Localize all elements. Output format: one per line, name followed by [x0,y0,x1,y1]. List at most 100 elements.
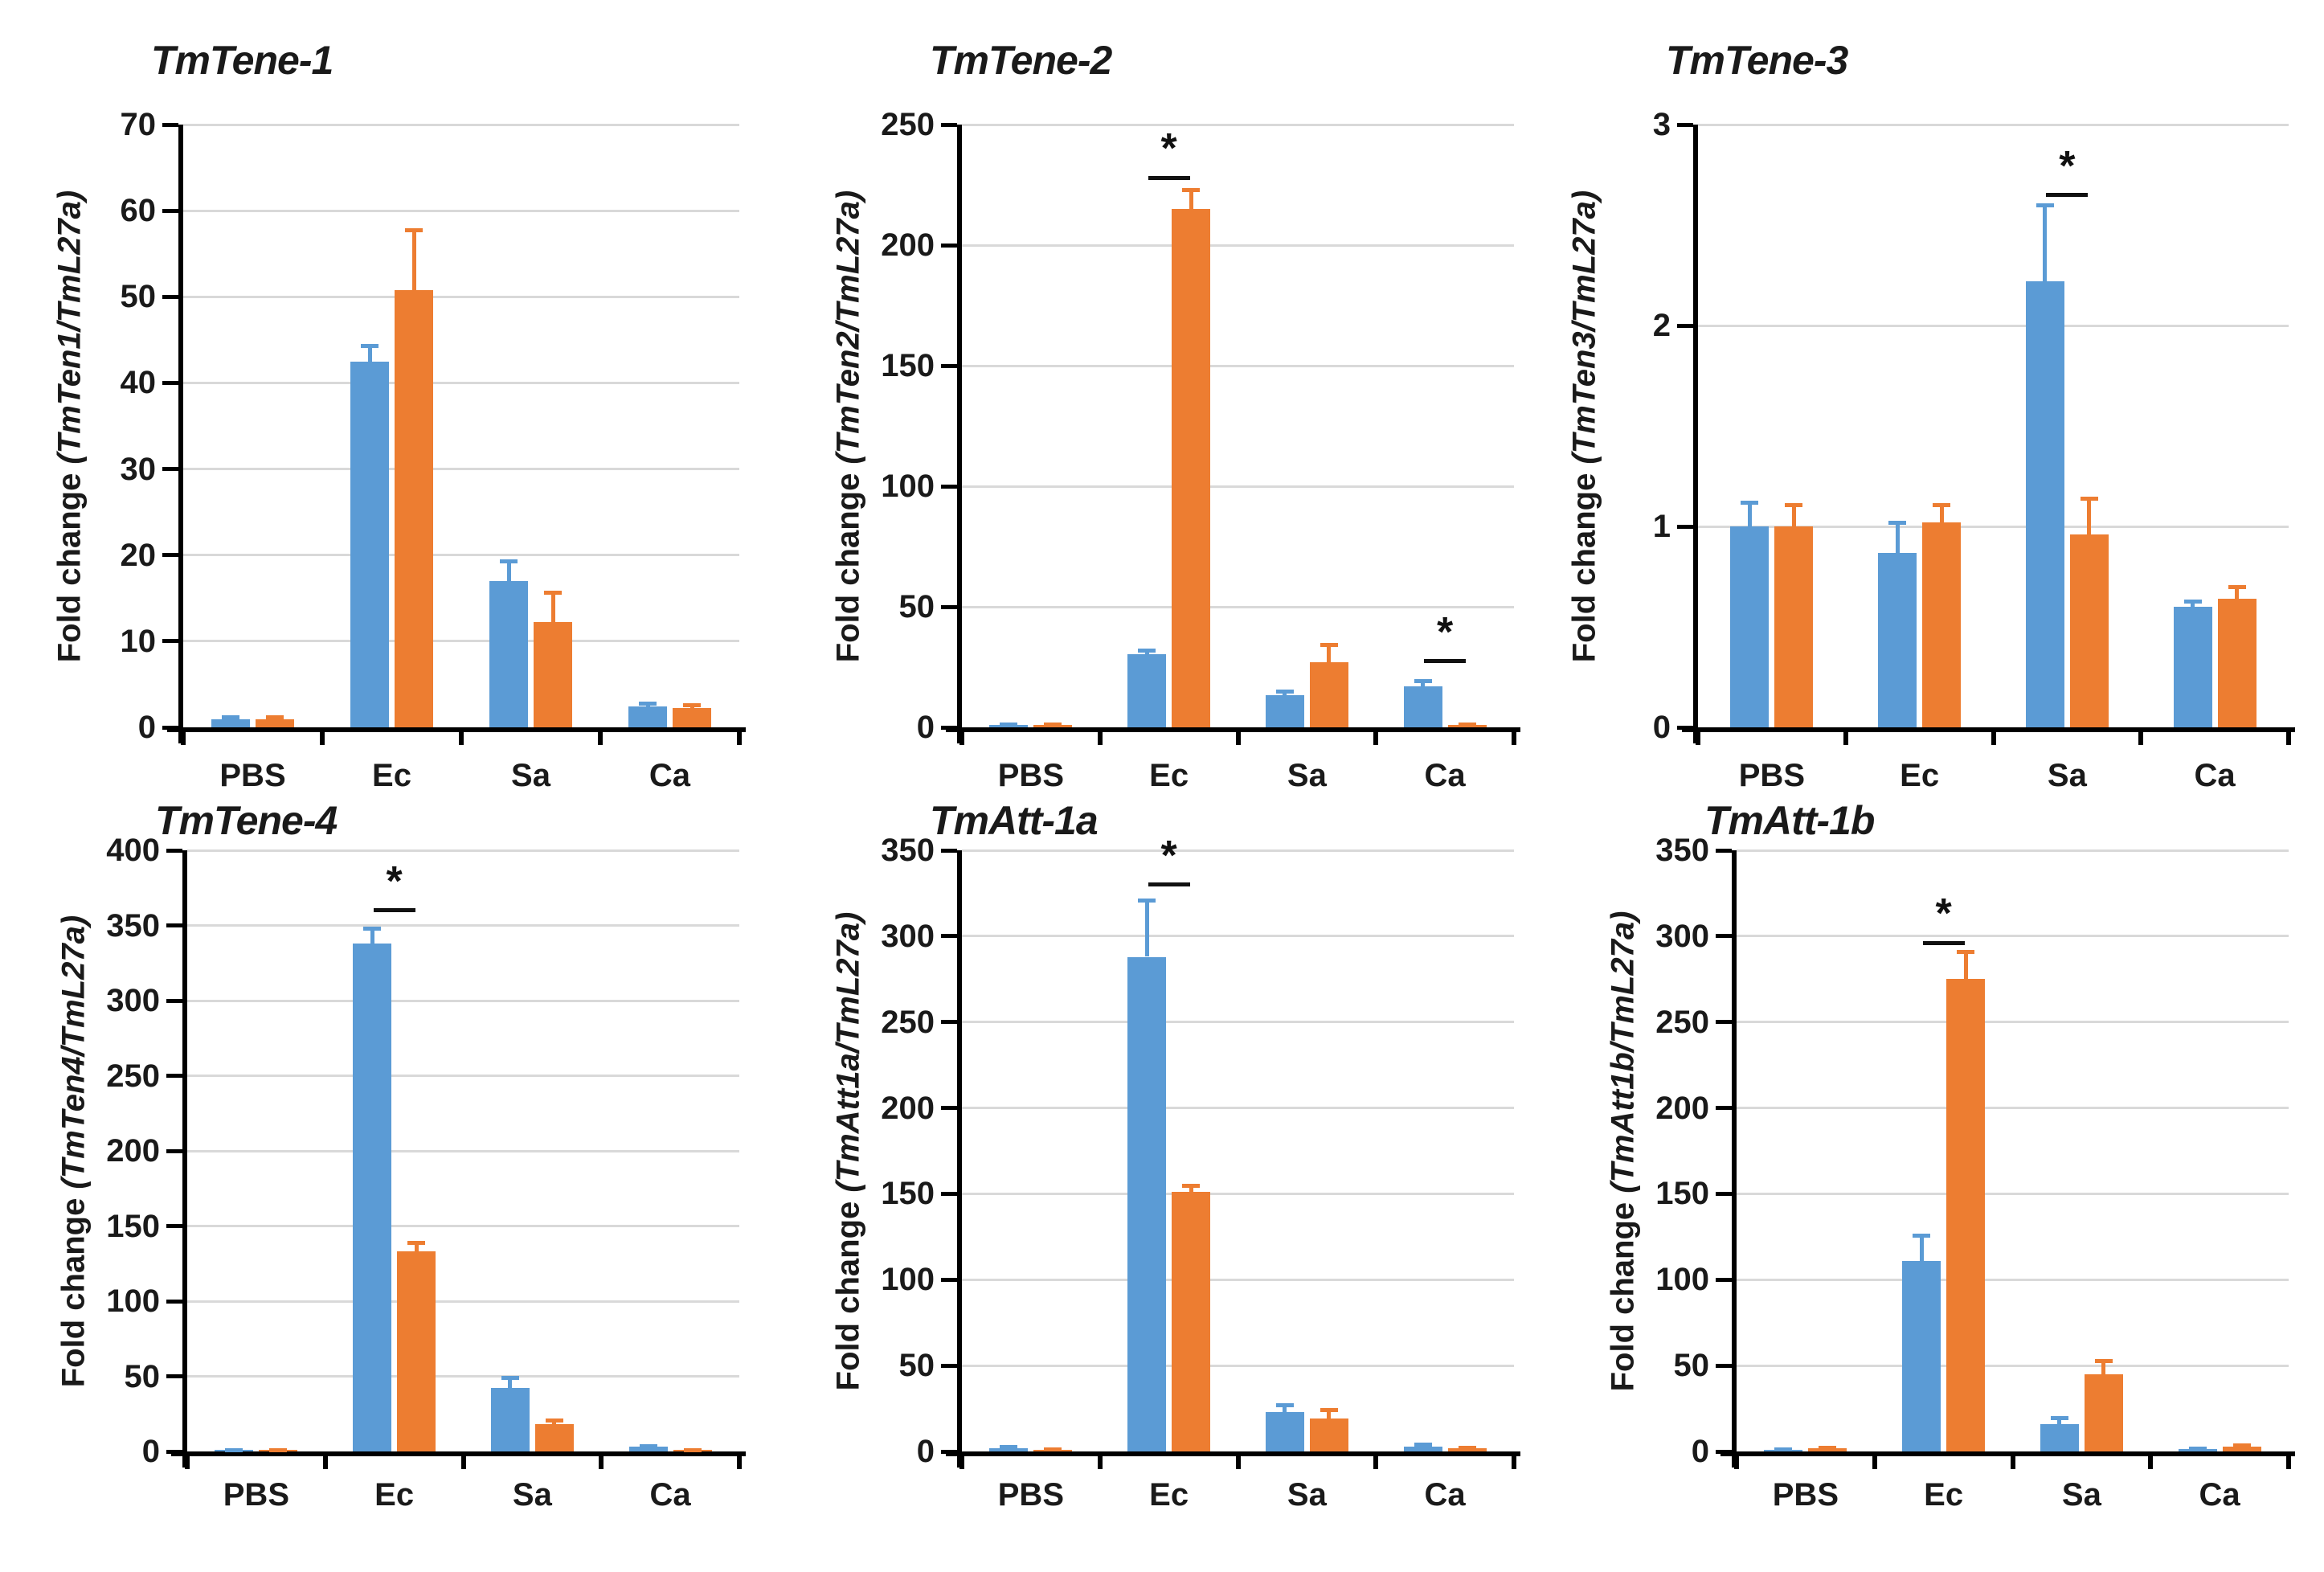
error-bar-cap [1320,642,1338,647]
y-tick-mark [1716,848,1732,853]
bar-orange-PBS [1774,526,1814,727]
x-tick-mark [2286,1456,2291,1469]
x-axis [167,727,746,732]
error-bar-cap [361,344,378,349]
error-bar-cap [501,1376,519,1381]
x-category-label-PBS: PBS [223,1477,289,1513]
gridline [962,849,1514,852]
y-tick-mark [166,1299,182,1304]
x-tick-mark [1512,1456,1516,1469]
bar-orange-Ec [1172,1192,1211,1451]
bar-blue-Ec [1127,653,1167,727]
error-bar-cap [1933,502,1951,507]
y-axis [1693,125,1698,743]
significance-line-Ec [1148,882,1190,887]
y-tick-label: 100 [106,1283,160,1319]
bar-orange-Ca [1447,1447,1487,1451]
bar-orange-PBS [1808,1447,1847,1451]
error-bar-line [1919,1234,1924,1261]
y-tick-label: 2 [1652,308,1671,343]
y-axis-label-wrap: Fold change (TmTen2/TmL27a) [827,125,870,727]
error-bar-cap [1044,723,1062,727]
gridline [187,1225,739,1227]
error-bar-cap [1320,1407,1338,1412]
y-axis-label-italic: (TmAtt1a/TmL27a) [830,911,866,1193]
x-tick-mark [2138,732,2144,745]
x-category-label-Ec: Ec [1924,1477,1964,1513]
x-category-label-Sa: Sa [2061,1477,2101,1513]
y-tick-mark [166,1074,182,1078]
significance-asterisk-Ec: * [1160,125,1177,172]
gridline [962,364,1514,367]
y-tick-label: 300 [1655,918,1709,954]
y-axis [182,850,187,1468]
x-category-label-Ca: Ca [1424,1477,1466,1513]
x-tick-mark [322,1456,328,1469]
y-tick-label: 200 [881,227,935,263]
y-tick-mark [162,208,178,213]
error-bar-cap [405,227,423,232]
x-tick-mark [2148,1456,2154,1469]
error-bar-cap [2080,497,2098,501]
bar-blue-Sa [2025,281,2064,727]
error-bar-line [2191,600,2195,607]
bar-orange-Ec [1946,979,1986,1451]
x-tick-mark [320,732,325,745]
y-tick-label: 0 [916,1434,935,1469]
y-tick-mark [1677,524,1693,529]
y-tick-mark [941,1020,957,1025]
gridline [962,1364,1514,1367]
y-tick-mark [941,1363,957,1368]
gridline [187,849,739,852]
y-tick-label: 0 [1652,710,1671,745]
y-tick-mark [1677,122,1693,127]
y-tick-mark [1716,1277,1732,1282]
x-tick-mark [1696,732,1700,745]
error-bar-cap [407,1241,426,1246]
error-bar-line [1189,190,1193,209]
chart-cell-TmAtt-1a: TmAtt-1a Fold change (TmAtt1a/TmL27a) 0 50 1… [775,786,1549,1572]
y-tick-label: 0 [141,1434,160,1469]
error-bar-cap [1888,521,1907,525]
x-tick-mark [737,1456,742,1469]
y-tick-label: 250 [106,1058,160,1094]
y-tick-label: 100 [881,1262,935,1298]
error-bar-cap [1000,723,1018,727]
bar-blue-Ca [628,706,667,727]
bar-orange-Ec [1922,522,1962,727]
error-bar-line [2087,498,2092,534]
y-tick-label: 250 [881,1004,935,1040]
error-bar-cap [1414,1443,1432,1447]
bar-blue-Ec [1127,956,1167,1451]
error-bar-cap [1044,1447,1062,1452]
bar-blue-Ec [1902,1260,1941,1451]
y-tick-mark [941,848,957,853]
y-tick-label: 100 [1655,1262,1709,1298]
x-category-label-Ec: Ec [372,758,411,793]
y-tick-label: 300 [106,983,160,1018]
gridline [962,1192,1514,1195]
y-tick-mark [166,1374,182,1378]
y-axis [957,850,962,1468]
y-axis-label-italic: (TmAtt1b/TmL27a) [1605,911,1641,1193]
gridline [183,123,739,126]
significance-asterisk-Ca: * [1437,608,1454,656]
y-tick-label: 50 [1673,1348,1710,1384]
error-bar-cap [683,703,701,708]
gridline [183,295,739,298]
y-tick-mark [162,467,178,472]
error-bar-line [1189,1185,1193,1193]
error-bar-line [2101,1360,2106,1374]
bar-blue-Ec [1878,552,1917,727]
x-tick-mark [2010,1456,2015,1469]
error-bar-line [1939,504,1944,522]
error-bar-cap [1458,1445,1476,1450]
x-tick-mark [1097,732,1103,745]
y-tick-label: 20 [120,537,157,573]
gridline [1737,1021,2289,1024]
bar-blue-Sa [1265,694,1304,727]
x-tick-mark [737,732,742,745]
y-tick-mark [1716,1106,1732,1111]
y-tick-mark [1716,1363,1732,1368]
error-bar-cap [2232,1443,2251,1448]
